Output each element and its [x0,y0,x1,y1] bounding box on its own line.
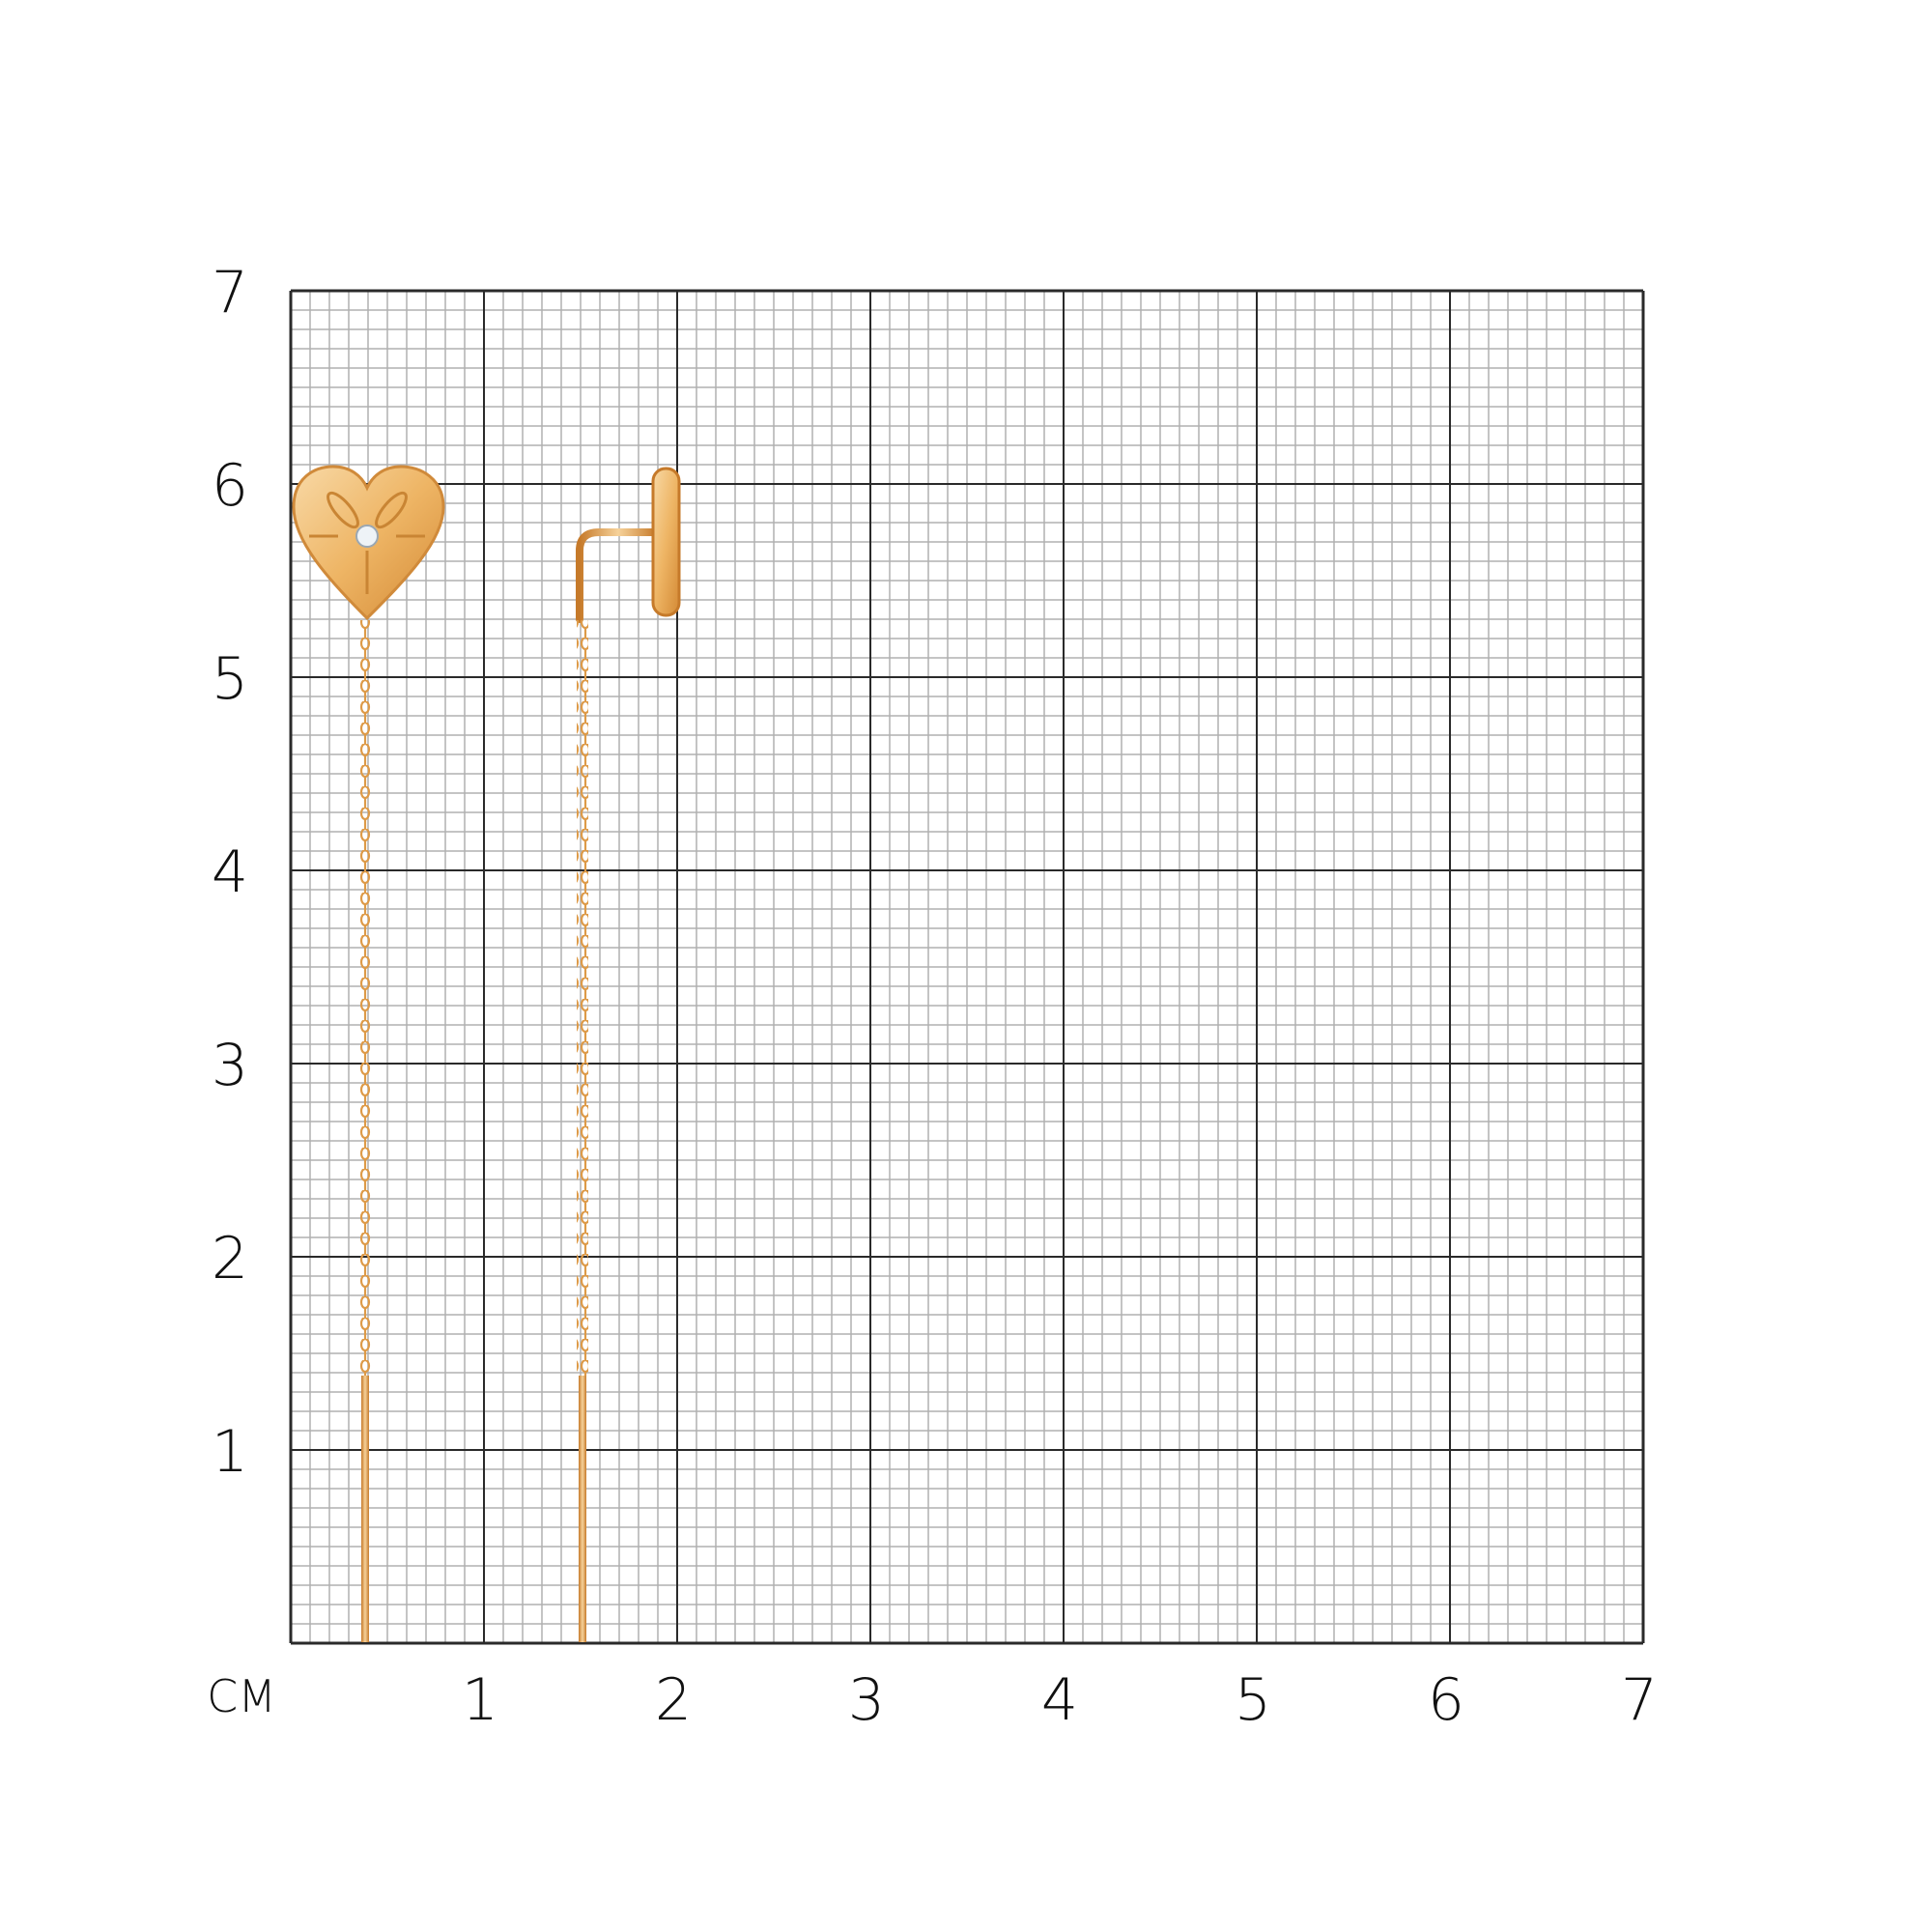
scale-label: 1 [462,1666,498,1734]
scale-label: 4 [1041,1666,1078,1734]
heart-engraving [309,491,425,594]
grid [289,289,1645,1645]
scale-label: 4 [212,838,248,906]
chain [359,620,371,1376]
scale-label: 3 [848,1666,885,1734]
post-hook [576,528,661,623]
scale-label: 3 [212,1032,248,1099]
threader-bar [579,1376,586,1642]
heart-earring-side-view [576,467,681,1642]
threader-bar [361,1376,369,1642]
diamond-stone [355,525,379,548]
unit-label: СМ [207,1670,276,1722]
scale-label: 5 [212,645,248,713]
scale-labels: 7 6 5 4 3 2 1 1 2 3 4 5 6 7 СМ [207,259,1658,1734]
scale-label: 7 [212,259,248,327]
heart-side-disc [651,467,681,617]
scale-label: 2 [655,1666,692,1734]
heart-earring-front-view [292,465,445,1642]
scale-label: 6 [1428,1666,1464,1734]
scale-label: 6 [212,452,248,520]
scale-label: 7 [1621,1666,1658,1734]
scale-label: 2 [212,1225,248,1293]
scale-label: 1 [212,1418,248,1486]
scale-label: 5 [1235,1666,1271,1734]
chain [577,620,588,1376]
